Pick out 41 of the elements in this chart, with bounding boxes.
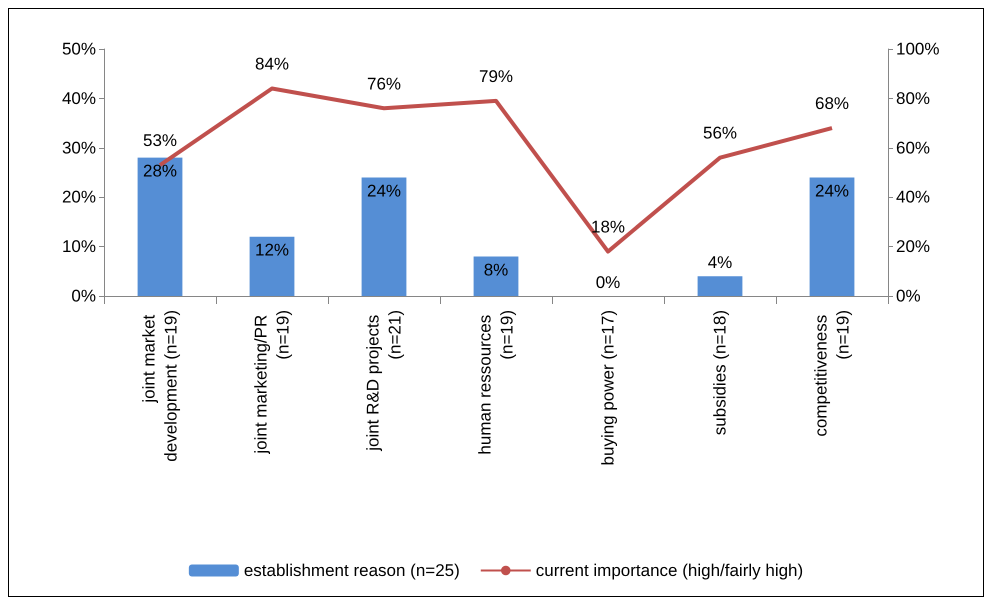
bar: [810, 177, 854, 296]
data-label: 24%: [814, 181, 850, 200]
data-label: 24%: [366, 181, 402, 200]
x-tick-label: subsidies (n=18): [710, 310, 730, 436]
y-tick-label: 20%: [62, 188, 96, 207]
y-tick-label: 30%: [62, 138, 96, 158]
data-label: 12%: [254, 240, 290, 260]
y2-tick-label: 80%: [896, 88, 930, 108]
data-label: 79%: [478, 66, 514, 86]
y2-tick-label: 40%: [896, 188, 930, 207]
legend-label: current importance (high/fairly high): [536, 561, 804, 580]
x-tick-label: buying power (n=17): [598, 310, 618, 466]
y2-tick-label: 60%: [896, 138, 930, 158]
data-label: 28%: [142, 162, 178, 181]
y-tick-label: 10%: [62, 237, 96, 256]
bar: [138, 158, 182, 296]
x-tick-label: joint R&D projects (n=21): [364, 310, 404, 452]
bar: [698, 276, 742, 296]
y-tick-label: 40%: [62, 88, 96, 108]
data-label: 76%: [366, 74, 402, 94]
y-tick-label: 0%: [71, 286, 96, 306]
data-label: 84%: [254, 54, 290, 74]
x-tick-label: joint marketing/PR (n=19): [252, 310, 292, 455]
x-tick-label: joint market development (n=19): [140, 310, 180, 462]
data-label: 68%: [814, 94, 850, 114]
legend-label: establishment reason (n=25): [244, 561, 460, 580]
y-tick-label: 50%: [62, 40, 96, 58]
y2-tick-label: 100%: [896, 40, 940, 58]
bar: [474, 256, 518, 296]
data-label: 56%: [702, 124, 738, 143]
y2-tick-label: 0%: [896, 286, 921, 306]
bar: [250, 236, 294, 296]
data-label: 8%: [484, 260, 508, 280]
y2-tick-label: 20%: [896, 237, 930, 256]
data-label: 4%: [708, 253, 732, 272]
x-tick-label: human ressources (n=19): [476, 310, 516, 455]
data-label: 53%: [142, 131, 178, 150]
data-label: 0%: [596, 273, 620, 292]
data-label: 18%: [590, 218, 626, 237]
x-tick-label: competitiveness (n=19): [812, 310, 852, 437]
bar: [362, 177, 406, 296]
